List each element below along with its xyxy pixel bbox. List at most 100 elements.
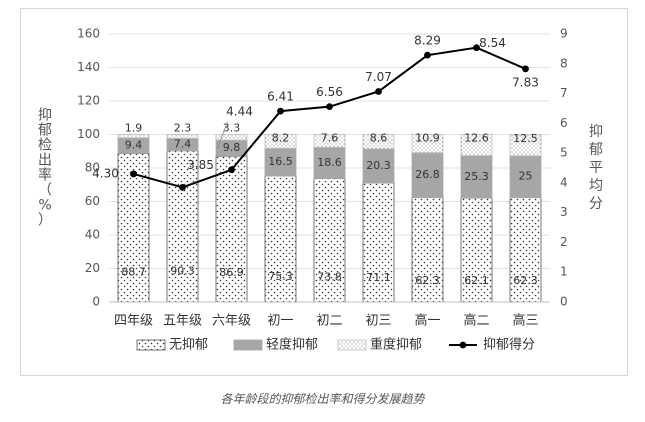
y-left-tick: 100 [77,127,100,141]
legend-label: 重度抑郁 [370,337,422,353]
y-left-tick: 80 [85,161,100,175]
bar-segment [264,147,297,177]
x-category-label: 五年级 [163,314,202,329]
bar-value-label: 16.5 [268,155,293,168]
bar-value-label: 12.5 [513,132,538,145]
score-value-label: 3.85 [187,158,214,172]
x-category-label: 四年级 [114,314,153,329]
y-right-tick: 9 [560,27,568,41]
bar-segment [411,134,444,154]
x-category-label: 高三 [512,313,538,329]
chart-svg: 88.7 9.4 1.9 90.3 7.4 2.3 86.9 9.8 3.3 75.3 16.5 8.… [38,27,603,353]
y-right-tick: 4 [560,175,568,189]
y-right-title-char: 均 [589,178,603,194]
y-left-tick: 160 [77,27,100,41]
bar-value-label: 2.3 [174,122,192,135]
bar-segment [264,175,297,303]
leader-line [217,121,228,148]
x-category-label: 六年级 [212,314,251,329]
legend-swatch [233,339,263,351]
bar-segment [166,134,199,139]
bar-segment [411,197,444,303]
legend-label: 抑郁得分 [483,337,535,353]
bar-value-label: 12.6 [464,132,489,145]
y-right-title-char: 平 [589,160,603,176]
y-right-tick: 2 [560,235,568,249]
y-left-title-char: 抑 [38,108,52,124]
bar-value-label: 71.1 [366,271,391,284]
bar-segment [313,177,346,303]
y-left-tick: 120 [77,94,100,108]
bar-value-label: 26.8 [415,168,440,181]
bar-value-label: 25.3 [464,170,489,183]
y-left-title-char: 郁 [38,123,52,139]
y-left-title-char: % [38,198,51,214]
y-right-title-char: 抑 [589,124,603,140]
y-right-tick: 0 [560,295,568,309]
bar-segment [362,148,395,184]
bar-segment [117,153,150,303]
score-point [130,170,137,178]
chart-frame: 88.7 9.4 1.9 90.3 7.4 2.3 86.9 9.8 3.3 75.3 16.5 8.… [20,8,628,376]
legend-label: 轻度抑郁 [266,337,318,353]
bar-value-label: 9.4 [125,139,143,152]
bar-segment [460,197,493,303]
score-value-label: 8.54 [479,36,506,50]
y-left-title-char: ） [38,213,52,229]
x-category-label: 初三 [365,314,391,329]
y-right-tick: 3 [560,205,568,219]
score-point [277,107,284,115]
bar-segment [117,134,150,139]
legend-line-marker [459,341,467,349]
bar-segment [362,134,395,150]
y-right-title-char: 分 [589,196,603,212]
stacked-bars [117,134,542,303]
bar-value-label: 7.6 [321,132,339,145]
bar-value-label: 62.1 [464,274,489,287]
x-category-label: 初一 [267,314,293,329]
chart-caption: 各年龄段的抑郁检出率和得分发展趋势 [220,392,425,406]
score-value-label: 7.83 [512,75,539,89]
bar-value-label: 90.3 [170,265,195,278]
bar-segment [264,134,297,149]
score-point [375,88,382,95]
bar-value-label: 86.9 [219,266,244,279]
bar-segment [215,156,248,303]
bar-segment [215,134,248,141]
x-category-label: 高一 [414,313,440,329]
score-point [424,51,431,59]
y-right-tick: 6 [560,116,568,130]
bar-value-label: 7.4 [174,138,192,151]
bar-value-label: 62.3 [513,274,538,287]
bar-data-labels: 88.7 9.4 1.9 90.3 7.4 2.3 86.9 9.8 3.3 75.3 16.5 8.… [121,122,538,288]
bar-segment [509,197,542,303]
bar-segment [362,182,395,303]
score-value-label: 8.29 [414,34,441,48]
bar-segment [460,134,493,157]
y-left-tick: 0 [92,295,100,309]
bar-segment [460,155,493,199]
bar-value-label: 9.8 [223,141,241,154]
y-left-title-char: 率 [38,167,52,184]
bar-value-label: 88.7 [121,265,146,278]
bar-value-label: 18.6 [317,156,342,169]
score-point [228,166,235,174]
bar-value-label: 25 [519,170,533,183]
bar-segment [313,134,346,148]
y-left-tick: 20 [85,261,100,275]
score-point [473,44,480,52]
y-right-tick: 7 [560,86,568,100]
axes: 0204060801001201401600123456789抑郁检出率（%）抑… [38,27,603,329]
bar-value-label: 10.9 [415,132,440,145]
y-left-title-char: 出 [38,153,52,169]
bar-value-label: 73.8 [317,270,342,283]
bar-segment [313,146,346,179]
bar-segment [509,134,542,157]
score-line: 4.30 3.85 4.44 6.41 6.56 7.07 8.29 8.54 7.83 [92,34,539,191]
y-left-title-char: （ [38,183,52,199]
bar-value-label: 75.3 [268,270,293,283]
bar-segment [166,150,199,303]
score-point [179,183,186,191]
y-left-tick: 140 [77,60,100,74]
y-right-tick: 1 [560,265,568,279]
